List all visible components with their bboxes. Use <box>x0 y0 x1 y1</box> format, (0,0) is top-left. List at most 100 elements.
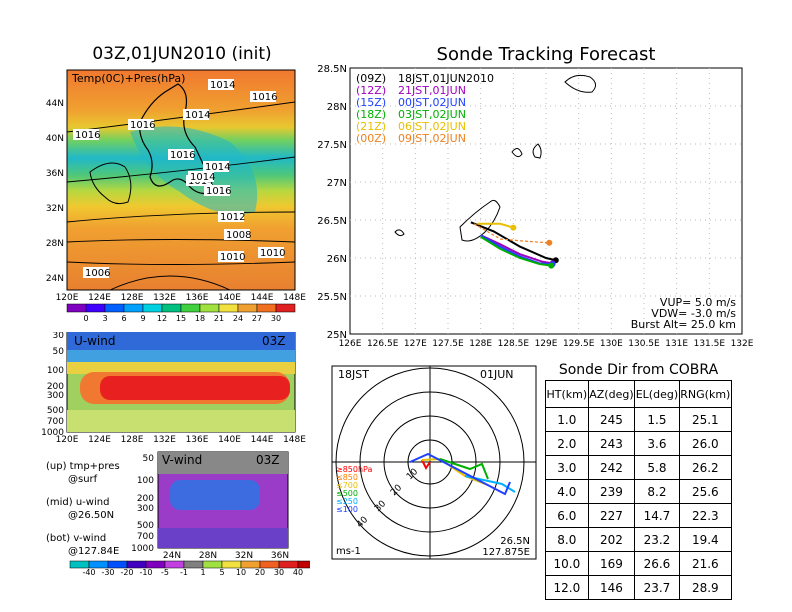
map-lon-label: 128E <box>121 293 144 303</box>
v-lat-label: 32N <box>235 551 253 561</box>
cobra-cell: 8.2 <box>634 479 680 504</box>
cobra-cell: 169 <box>587 551 636 576</box>
cobra-cell: 19.4 <box>678 527 733 552</box>
v-colorbar-cell <box>221 560 242 569</box>
cobra-title: Sonde Dir from COBRA <box>558 362 719 378</box>
u-lon-label: 132E <box>153 435 176 444</box>
track-lon-label: 132E <box>731 339 754 349</box>
map-colorbar-label: 21 <box>214 314 224 322</box>
isobar-label-bg <box>183 109 209 120</box>
map-colorbar-label: 6 <box>121 314 126 322</box>
map-colorbar-cell <box>104 303 125 313</box>
v-colorbar-label: -1 <box>180 568 188 575</box>
v-colorbar-label: -30 <box>101 568 114 575</box>
v-colorbar-cell <box>126 560 147 569</box>
v-pres-label: 100 <box>137 476 154 486</box>
hodo-loc-lon: 127.875E <box>482 547 530 558</box>
map-colorbar-label: 0 <box>83 314 88 322</box>
isobar-label: 1016 <box>252 92 277 103</box>
track-series-line <box>480 234 553 266</box>
track-series-line <box>473 223 550 244</box>
track-lon-label: 129E <box>535 339 558 349</box>
v-colorbar-label: -20 <box>120 568 133 575</box>
v-colorbar: -40 -30 -20 -10 -5 -1 1 5 10 20 30 40 <box>69 560 310 575</box>
cobra-header: EL(deg) <box>634 380 680 408</box>
cobra-cell: 3.0 <box>545 455 589 480</box>
v-lat-labels: 24N 28N 32N 36N <box>163 551 289 561</box>
track-lat-label: 28.5N <box>317 64 347 75</box>
cobra-row: 8.0 202 23.2 19.4 <box>545 527 733 552</box>
cobra-header: RNG(km) <box>678 380 733 408</box>
cobra-cell: 8.0 <box>545 527 589 552</box>
hodo-legend-item: ≤250 <box>336 497 358 506</box>
cobra-cell: 245 <box>587 407 636 432</box>
track-param: VDW= -3.0 m/s <box>651 307 736 320</box>
cobra-cell: 239 <box>587 479 636 504</box>
hodo-legend-item: ≤700 <box>336 481 358 490</box>
v-colorbar-cell <box>278 560 299 569</box>
v-colorbar-cell <box>69 560 90 569</box>
hodo-line-blue <box>409 452 511 496</box>
cobra-row: 2.0 243 3.6 26.0 <box>545 431 733 456</box>
map-colorbar-label: 12 <box>157 314 167 322</box>
track-legend-run: (00Z) <box>356 132 386 145</box>
track-lat-label: 28N <box>327 102 347 113</box>
note-up: (up) tmp+pres @surf <box>46 461 120 485</box>
map-label: Temp(0C)+Pres(hPa) <box>71 72 185 85</box>
track-lat-label: 27N <box>327 178 347 189</box>
v-pres-label: 1000 <box>131 544 154 554</box>
track-end-point <box>510 224 517 231</box>
hodo-legend-item: ≤500 <box>336 489 358 498</box>
v-colorbar-cell <box>202 560 223 569</box>
cobra-header: AZ(deg) <box>587 380 636 408</box>
map-lat-labels: 44N 40N 36N 32N 28N 24N <box>46 99 64 284</box>
left-title: 03Z,01JUN2010 (init) <box>92 44 272 64</box>
map-colorbar-label: 27 <box>252 314 262 322</box>
cobra-cell: 1.5 <box>634 407 680 432</box>
track-legend-time: 06JST,02JUN <box>398 120 466 133</box>
track-legend: (09Z) 18JST,01JUN2010 (12Z) 21JST,01JUN (15Z… <box>356 72 494 145</box>
map-colorbar-cell <box>275 303 296 313</box>
map-lon-label: 124E <box>88 293 111 303</box>
v-lat-label: 28N <box>199 551 217 561</box>
cobra-cell: 242 <box>587 455 636 480</box>
map-colorbar-cell <box>218 303 239 313</box>
isobar-label-bg <box>224 229 250 240</box>
v-colorbar-label: -40 <box>82 568 95 575</box>
temp-pressure-map: Temp(0C)+Pres(hPa) 1014 1016 1016 1014 1016 1… <box>46 69 306 322</box>
hodo-legend: ≥850hPa≤850≤700≤500≤250≤100 <box>336 465 373 514</box>
track-lines <box>470 221 559 269</box>
isobar-label-bg <box>73 129 99 140</box>
v-colorbar-label: -10 <box>139 568 152 575</box>
cobra-cell: 227 <box>587 503 636 528</box>
isobar-label: 1010 <box>260 248 285 259</box>
isobar-label: 1016 <box>206 186 231 197</box>
track-title: Sonde Tracking Forecast <box>436 44 656 65</box>
map-colorbar-cell <box>142 303 163 313</box>
u-lon-label: 144E <box>251 435 274 444</box>
isobar-label: 1014 <box>205 162 230 173</box>
map-colorbar-cell <box>161 303 182 313</box>
u-lon-label: 148E <box>283 435 306 444</box>
track-legend-run: (12Z) <box>356 84 386 97</box>
u-pres-label: 200 <box>47 382 64 392</box>
u-lon-label: 140E <box>218 435 241 444</box>
isobar-label-bg <box>203 161 229 172</box>
isobar-label-bg <box>188 171 214 182</box>
cobra-cell: 26.6 <box>634 551 680 576</box>
hodo-date: 01JUN <box>480 368 514 381</box>
cobra-header: HT(km) <box>545 380 589 408</box>
u-pres-label: 500 <box>47 406 64 416</box>
isobar-label: 1016 <box>170 150 195 161</box>
v-colorbar-cell <box>297 560 310 569</box>
u-lon-label: 124E <box>88 435 111 444</box>
track-lon-label: 126.5E <box>367 339 399 349</box>
u-pres-label: 50 <box>53 347 65 357</box>
cobra-cell: 4.0 <box>545 479 589 504</box>
cobra-cell: 22.3 <box>678 503 733 528</box>
track-lon-label: 127.5E <box>432 339 464 349</box>
hodo-legend-item: ≤850 <box>336 473 358 482</box>
track-lon-label: 130.5E <box>628 339 660 349</box>
